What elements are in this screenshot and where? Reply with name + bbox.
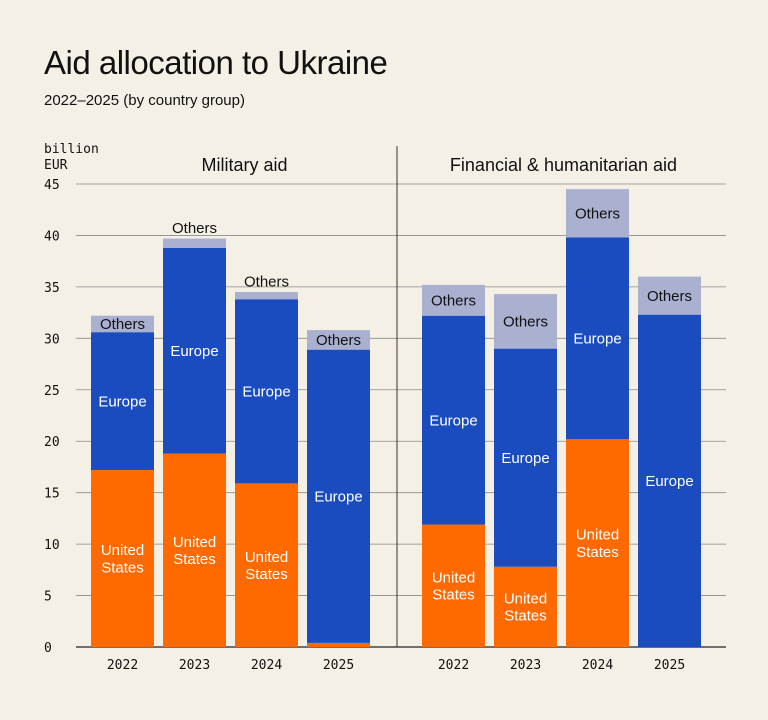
- bar-segment-united-states: [163, 453, 226, 647]
- y-axis-unit-label: EUR: [44, 158, 68, 173]
- bar-segment-others: [422, 284, 485, 316]
- bar-segment-others: [638, 276, 701, 315]
- bar-segment-europe: [235, 299, 298, 484]
- y-tick-label: 15: [44, 487, 60, 502]
- chart-subtitle: 2022–2025 (by country group): [44, 92, 245, 109]
- x-tick-label: 2022: [107, 658, 138, 673]
- x-tick-label: 2023: [179, 658, 210, 673]
- y-tick-label: 45: [44, 178, 60, 193]
- bar-segment-others: [566, 189, 629, 238]
- segment-label-united-states: United States: [245, 549, 288, 583]
- segment-label-others: Others: [316, 332, 361, 349]
- bar-segment-united-states: [307, 642, 370, 647]
- segment-label-united-states: United States: [576, 527, 619, 561]
- bar-segment-europe: [163, 247, 226, 454]
- bar-segment-others: [91, 315, 154, 333]
- segment-label-europe: Europe: [314, 489, 362, 506]
- segment-label-united-states: United States: [432, 569, 475, 603]
- segment-label-others: Others: [100, 316, 145, 333]
- bar-segment-others: [163, 238, 226, 248]
- bar-segment-united-states: [235, 483, 298, 647]
- panel-title: Financial & humanitarian aid: [450, 155, 677, 175]
- bar-segment-others: [494, 294, 557, 349]
- y-tick-label: 5: [44, 590, 52, 605]
- segment-label-united-states: United States: [504, 590, 547, 624]
- x-tick-label: 2025: [323, 658, 354, 673]
- y-tick-label: 40: [44, 229, 60, 244]
- segment-label-others: Others: [575, 206, 620, 223]
- y-tick-label: 20: [44, 435, 60, 450]
- x-tick-label: 2023: [510, 658, 541, 673]
- bar-segment-others: [307, 330, 370, 350]
- bar-segment-europe: [307, 349, 370, 643]
- segment-label-others: Others: [172, 220, 217, 237]
- y-tick-label: 0: [44, 641, 52, 656]
- bar-segment-europe: [494, 348, 557, 567]
- bar-segment-others: [235, 292, 298, 300]
- x-tick-label: 2022: [438, 658, 469, 673]
- y-tick-label: 35: [44, 281, 60, 296]
- x-tick-label: 2025: [654, 658, 685, 673]
- segment-label-europe: Europe: [170, 343, 218, 360]
- y-tick-label: 10: [44, 538, 60, 553]
- y-tick-label: 25: [44, 384, 60, 399]
- segment-label-europe: Europe: [645, 473, 693, 490]
- bar-segment-united-states: [91, 470, 154, 647]
- segment-label-europe: Europe: [573, 331, 621, 348]
- bar-segment-europe: [566, 237, 629, 440]
- segment-label-europe: Europe: [429, 412, 477, 429]
- x-tick-label: 2024: [251, 658, 282, 673]
- y-tick-label: 30: [44, 332, 60, 347]
- segment-label-others: Others: [431, 293, 476, 310]
- segment-label-others: Others: [244, 273, 289, 290]
- segment-label-others: Others: [503, 314, 548, 331]
- segment-label-europe: Europe: [501, 450, 549, 467]
- panel-title: Military aid: [201, 155, 287, 175]
- y-axis-unit-label: billion: [44, 142, 99, 157]
- segment-label-others: Others: [647, 288, 692, 305]
- segment-label-united-states: United States: [173, 534, 216, 568]
- chart-title: Aid allocation to Ukraine: [44, 44, 388, 81]
- segment-label-europe: Europe: [98, 393, 146, 410]
- x-tick-label: 2024: [582, 658, 613, 673]
- segment-label-united-states: United States: [101, 542, 144, 576]
- bar-segment-europe: [638, 314, 701, 647]
- bar-segment-united-states: [566, 439, 629, 647]
- bar-segment-united-states: [494, 566, 557, 647]
- segment-label-europe: Europe: [242, 384, 290, 401]
- bar-segment-europe: [91, 332, 154, 471]
- bar-segment-europe: [422, 315, 485, 525]
- bar-segment-united-states: [422, 524, 485, 647]
